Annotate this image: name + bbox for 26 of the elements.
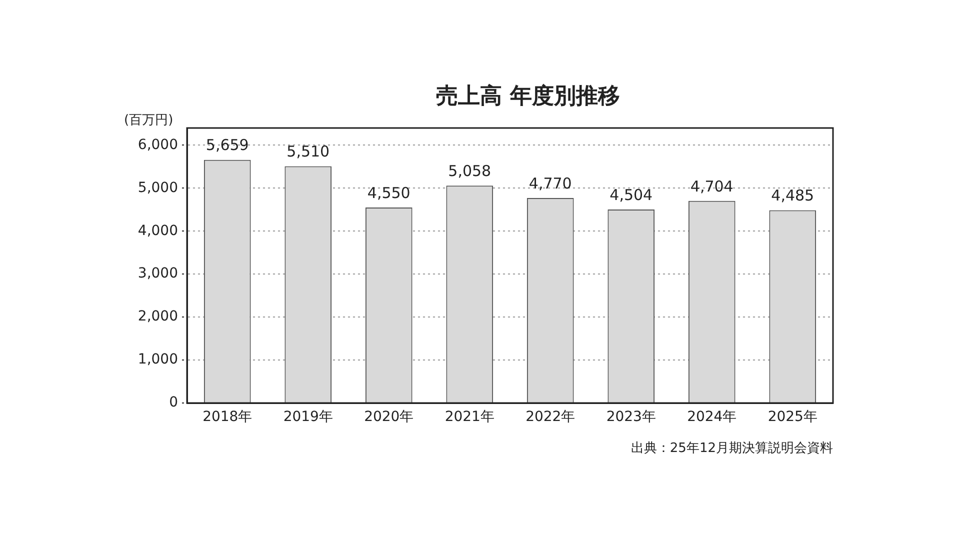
data-label: 4,485 (771, 186, 814, 205)
data-label: 4,770 (528, 174, 572, 192)
x-tick-label: 2020年 (364, 409, 414, 426)
data-label: 5,659 (206, 136, 249, 154)
x-tick-label: 2023年 (606, 409, 656, 426)
y-axis-title: (百万円) (124, 113, 174, 128)
x-tick-label: 2025年 (768, 409, 818, 426)
x-tick-label: 2018年 (202, 409, 252, 426)
y-tick-label: 2,000 (138, 308, 178, 325)
source-note: 出典：25年12月期決算説明会資料 (630, 441, 833, 456)
data-label: 5,058 (448, 162, 492, 180)
y-tick-label: 1,000 (138, 352, 178, 368)
x-tick-label: 2019年 (283, 409, 333, 426)
data-label: 5,510 (286, 142, 330, 161)
data-label: 4,550 (367, 184, 410, 202)
x-tick-label: 2024年 (687, 409, 737, 426)
data-label: 4,504 (610, 186, 653, 204)
x-tick-label: 2022年 (526, 409, 576, 426)
y-tick-label: 0 (169, 394, 178, 411)
y-tick-label: 6,000 (138, 136, 178, 153)
y-tick-label: 3,000 (138, 266, 178, 282)
chart-title: 売上高 年度別推移 (436, 83, 620, 109)
x-tick-label: 2021年 (444, 409, 494, 426)
data-label: 4,704 (690, 177, 734, 196)
y-tick-label: 5,000 (138, 180, 178, 196)
y-tick-label: 4,000 (138, 222, 178, 239)
